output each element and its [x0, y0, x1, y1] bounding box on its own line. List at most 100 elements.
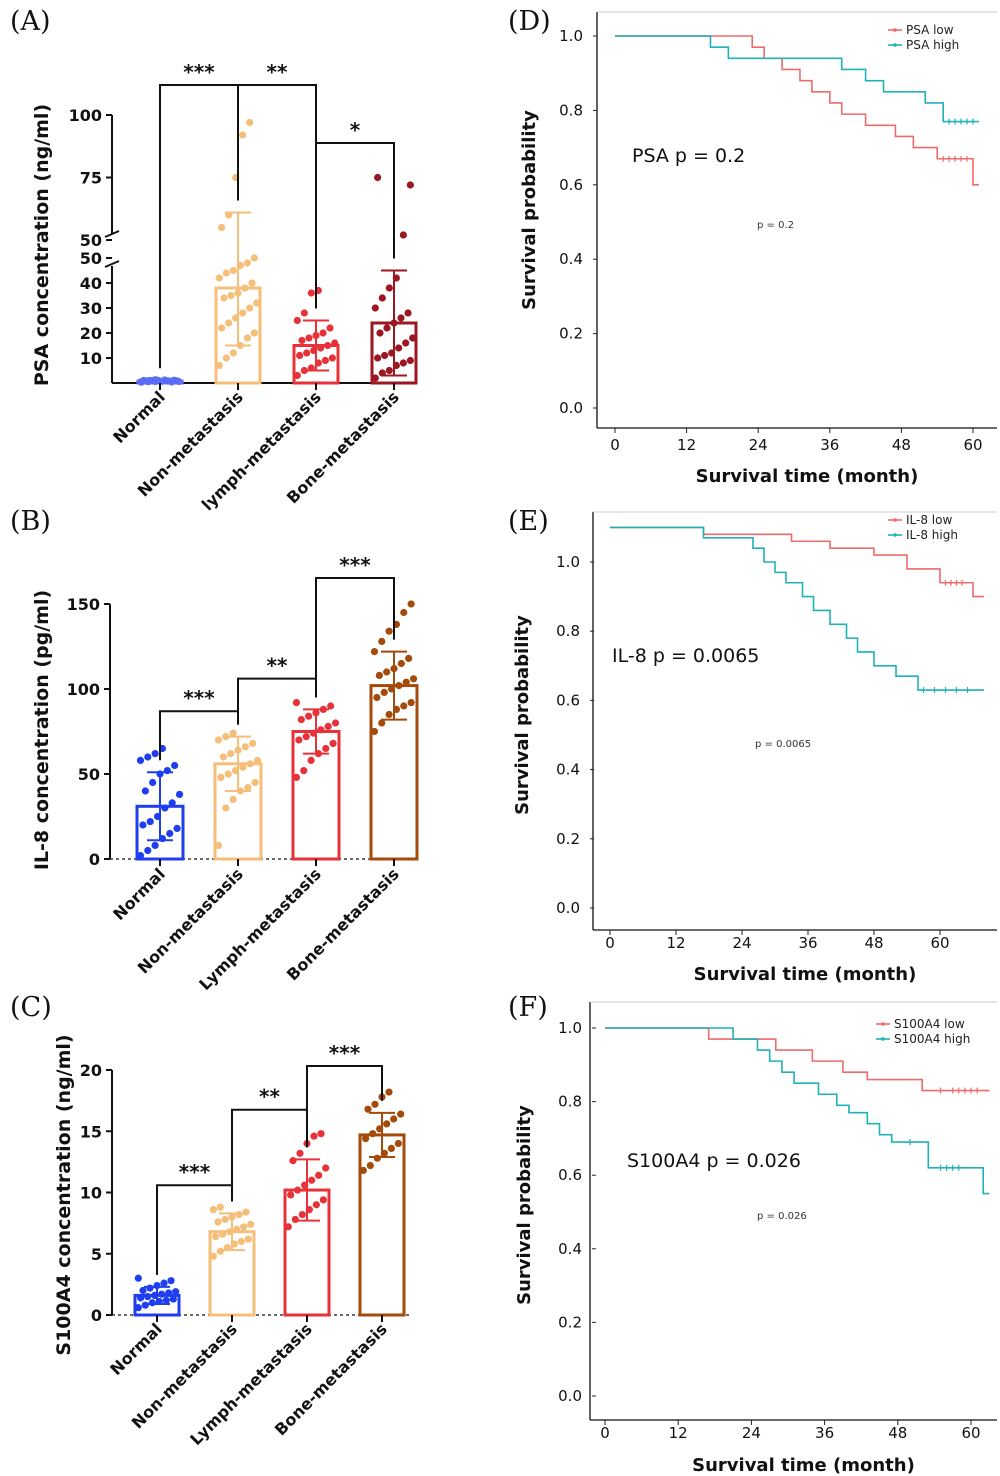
p-value-annotation: PSA p = 0.2	[632, 145, 745, 167]
data-point	[321, 356, 329, 365]
data-point	[141, 1301, 149, 1309]
data-point	[227, 750, 235, 758]
data-point	[317, 1130, 325, 1138]
data-point	[221, 1215, 229, 1224]
x-tick-label: 36	[820, 436, 839, 454]
data-point	[298, 1210, 306, 1219]
panel-label: (A)	[10, 6, 51, 37]
data-point	[166, 829, 174, 838]
data-point	[378, 637, 386, 646]
data-point	[136, 756, 145, 765]
significance-bracket	[156, 1184, 233, 1275]
significance-bracket	[315, 577, 395, 698]
data-point	[139, 821, 147, 829]
data-point	[395, 682, 403, 690]
data-point	[249, 739, 257, 748]
data-point	[371, 1100, 379, 1108]
y-tick-label: 40	[80, 274, 102, 293]
data-point	[233, 1225, 241, 1233]
significance-bracket	[306, 1065, 383, 1148]
data-point	[383, 668, 391, 676]
data-point	[214, 841, 223, 850]
y-tick-label: 0.8	[558, 1093, 582, 1111]
data-point	[385, 366, 393, 375]
data-point	[322, 744, 330, 753]
p-value-small-annotation: p = 0.0065	[755, 739, 811, 750]
data-point	[371, 304, 379, 312]
data-point	[397, 659, 405, 668]
data-point	[246, 304, 254, 312]
data-point	[317, 726, 325, 734]
data-point	[167, 1277, 175, 1285]
data-point	[243, 259, 251, 267]
data-point	[409, 334, 417, 342]
data-point	[220, 294, 228, 302]
y-tick-label: 100	[67, 680, 100, 699]
y-tick-label: 1.0	[556, 553, 580, 571]
x-tick-label: 60	[930, 934, 949, 952]
data-point	[295, 736, 303, 744]
data-point	[400, 608, 408, 617]
data-point	[237, 1237, 245, 1246]
y-tick-label: 10	[80, 1184, 102, 1203]
data-point	[217, 773, 225, 782]
data-point	[160, 1279, 168, 1287]
km-panel-1: (E) 0.0 0.2 0.4 0.6 0.8 1.0 0 12 24 36 48 60 Survival…	[508, 506, 997, 985]
data-point	[307, 289, 315, 297]
data-point	[307, 756, 315, 765]
data-point	[240, 1223, 248, 1231]
axis-break-mark	[104, 260, 120, 268]
panel-label: (C)	[10, 992, 52, 1023]
data-point	[397, 314, 405, 322]
y-tick-label: 0.2	[558, 1313, 582, 1331]
data-point	[293, 316, 301, 325]
data-point	[224, 770, 232, 778]
data-point	[370, 727, 379, 736]
significance-bracket	[315, 142, 395, 309]
data-point	[362, 1135, 370, 1143]
data-point	[292, 699, 301, 707]
x-tick-label: 0	[605, 934, 615, 952]
bar-panel-2: (C) 0 5 10 15 20 S100A4 concentration (ng/ml) N…	[10, 992, 412, 1449]
y-tick-label: 0.0	[556, 899, 580, 917]
data-point	[328, 354, 336, 362]
data-point	[381, 351, 389, 360]
data-point	[297, 716, 305, 724]
x-tick-label: 60	[963, 436, 982, 454]
data-point	[397, 1110, 405, 1118]
data-point	[169, 1295, 177, 1303]
data-point	[289, 1157, 297, 1165]
y-tick-label: 100	[69, 106, 102, 125]
survival-curve-low	[605, 1027, 990, 1092]
y-tick-label: 0.8	[559, 101, 583, 119]
data-point	[229, 729, 237, 737]
category-label: Normal	[109, 864, 169, 924]
data-point	[253, 299, 261, 307]
data-point	[308, 1176, 316, 1184]
y-tick-label: 1.0	[559, 27, 583, 45]
significance-label: *	[350, 118, 361, 142]
survival-curve-high	[615, 35, 979, 123]
data-point	[394, 1139, 402, 1148]
data-point	[244, 784, 252, 792]
data-point	[378, 719, 386, 727]
y-tick-label: 1.0	[558, 1019, 582, 1037]
data-point	[246, 118, 254, 127]
survival-curve-low	[615, 35, 979, 186]
data-point	[324, 341, 332, 350]
y-axis-title: Survival probability	[519, 110, 540, 310]
data-point	[165, 1289, 173, 1297]
data-point	[287, 1191, 295, 1199]
data-point	[218, 223, 226, 232]
data-point	[329, 739, 337, 748]
x-tick-label: 48	[864, 934, 883, 952]
significance-label: ***	[339, 553, 371, 577]
data-point	[215, 361, 223, 370]
data-point	[375, 671, 383, 680]
data-point	[251, 778, 259, 787]
x-tick-label: 36	[798, 934, 817, 952]
category-label: Normal	[109, 387, 169, 447]
significance-label: ***	[179, 1160, 211, 1184]
survival-curve-high	[610, 526, 984, 691]
